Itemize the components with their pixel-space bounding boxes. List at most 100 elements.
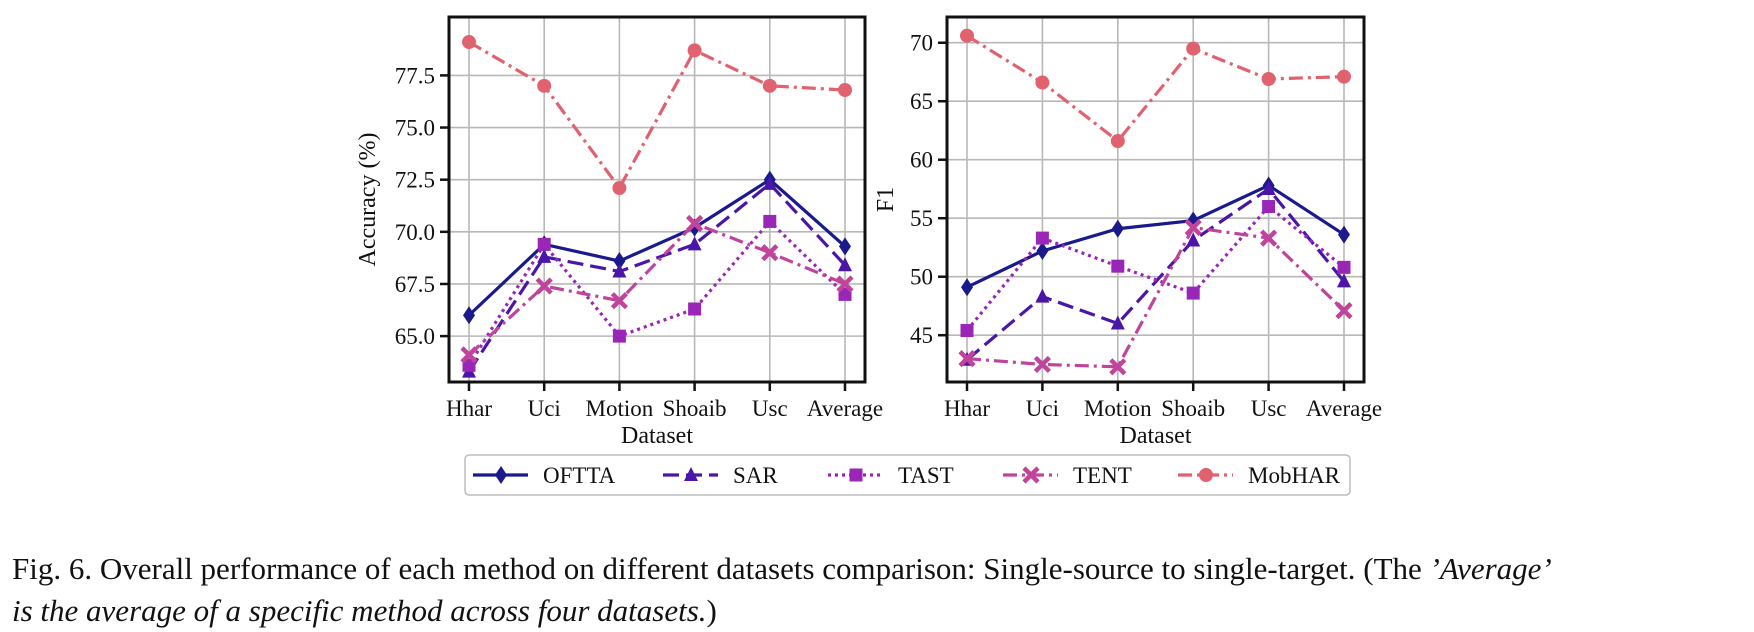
accuracy-point-mobhar bbox=[462, 35, 476, 50]
f1-point-sar bbox=[1337, 273, 1351, 288]
f1-point-mobhar bbox=[1110, 134, 1125, 149]
f1-ytick-label: 65 bbox=[910, 89, 933, 114]
accuracy-point-sar bbox=[838, 257, 852, 272]
f1-point-tent bbox=[1260, 229, 1278, 247]
accuracy-ytick-label: 67.5 bbox=[395, 272, 435, 297]
accuracy-series-line-sar bbox=[467, 181, 847, 373]
f1-point-oftta bbox=[961, 278, 973, 297]
accuracy-y-axis-title: Accuracy (%) bbox=[355, 133, 381, 267]
accuracy-point-tast bbox=[763, 214, 777, 228]
accuracy-point-tast bbox=[688, 302, 702, 316]
f1-series-line-tast bbox=[965, 204, 1346, 332]
f1-ytick-label: 50 bbox=[910, 265, 933, 290]
accuracy-point-tast bbox=[612, 329, 626, 343]
accuracy-chart: 65.0 67.5 70.0 72.5 75.0 77.5 Hhar Uci Motion Sho… bbox=[355, 15, 883, 449]
f1-point-tent bbox=[958, 350, 976, 368]
f1-series-line-oftta bbox=[966, 183, 1345, 289]
legend-label-tent: TENT bbox=[1073, 463, 1132, 488]
accuracy-point-oftta bbox=[839, 237, 851, 256]
accuracy-point-sar bbox=[612, 263, 627, 278]
f1-point-mobhar bbox=[1261, 72, 1276, 87]
legend-label-mobhar: MobHAR bbox=[1248, 463, 1341, 488]
accuracy-ytick-label: 72.5 bbox=[395, 168, 435, 193]
f1-xtick-label: Average bbox=[1306, 396, 1382, 421]
accuracy-point-tent bbox=[686, 214, 704, 233]
accuracy-point-tent bbox=[535, 277, 553, 295]
f1-ytick-label: 60 bbox=[910, 148, 933, 173]
f1-point-sar bbox=[1186, 232, 1201, 247]
accuracy-point-tent bbox=[610, 292, 628, 310]
f1-point-mobhar bbox=[1337, 69, 1351, 84]
accuracy-xtick-label: Shoaib bbox=[663, 396, 727, 421]
accuracy-point-sar bbox=[687, 236, 702, 251]
f1-xtick-label: Shoaib bbox=[1161, 396, 1225, 421]
f1-point-tent bbox=[1109, 358, 1127, 376]
accuracy-point-tast bbox=[537, 237, 551, 251]
f1-point-tent bbox=[1184, 218, 1202, 237]
accuracy-point-tent bbox=[460, 346, 478, 364]
legend-label-sar: SAR bbox=[733, 463, 778, 488]
caption-text: Fig. 6. Overall performance of each meth… bbox=[12, 551, 1430, 586]
accuracy-point-sar bbox=[537, 248, 552, 263]
accuracy-series-line-oftta bbox=[467, 177, 847, 317]
legend-marker-mobhar bbox=[1199, 468, 1213, 482]
accuracy-point-mobhar bbox=[687, 43, 702, 58]
f1-point-mobhar bbox=[1186, 41, 1201, 56]
f1-ytick-label: 45 bbox=[910, 323, 933, 348]
accuracy-plot-frame bbox=[447, 15, 867, 384]
f1-point-oftta bbox=[1338, 225, 1350, 244]
f1-point-tast bbox=[1035, 231, 1049, 245]
accuracy-point-sar bbox=[762, 175, 777, 190]
accuracy-xtick-label: Hhar bbox=[446, 396, 492, 421]
f1-point-tent bbox=[1033, 355, 1051, 374]
accuracy-series-line-mobhar bbox=[468, 40, 846, 191]
caption-italic-text: is the average of a specific method acro… bbox=[12, 593, 707, 628]
accuracy-point-tast bbox=[838, 287, 852, 301]
legend-marker-tast bbox=[849, 468, 863, 482]
f1-point-tast bbox=[1337, 260, 1351, 274]
f1-xtick-label: Hhar bbox=[944, 396, 990, 421]
legend-marker-tent bbox=[1022, 466, 1040, 484]
f1-chart: 45 50 55 60 65 70 Hhar Uci Motion Shoaib Usc Averag… bbox=[873, 15, 1382, 449]
f1-point-sar bbox=[1035, 288, 1050, 303]
legend-marker-sar bbox=[684, 467, 698, 481]
f1-series-line-mobhar bbox=[966, 34, 1345, 144]
f1-ytick-label: 55 bbox=[910, 206, 933, 231]
accuracy-ytick-label: 70.0 bbox=[395, 220, 435, 245]
accuracy-point-tent bbox=[761, 244, 779, 262]
accuracy-xtick-label: Motion bbox=[586, 396, 654, 421]
f1-point-tast bbox=[1111, 259, 1125, 273]
f1-series-line-tent bbox=[966, 225, 1346, 369]
legend: OFTTA SAR TAST TENT MobHAR bbox=[464, 454, 1351, 496]
accuracy-xtick-label: Uci bbox=[528, 396, 561, 421]
accuracy-series-line-tent bbox=[467, 221, 846, 357]
legend-label-tast: TAST bbox=[898, 463, 954, 488]
accuracy-ytick-label: 65.0 bbox=[395, 324, 435, 349]
legend-marker-oftta bbox=[495, 466, 507, 484]
f1-point-mobhar bbox=[1035, 75, 1050, 90]
accuracy-ytick-label: 77.5 bbox=[395, 63, 435, 88]
accuracy-xtick-label: Average bbox=[807, 396, 883, 421]
accuracy-point-oftta bbox=[463, 306, 475, 325]
f1-point-tast bbox=[1186, 286, 1200, 300]
accuracy-point-tast bbox=[462, 358, 476, 372]
f1-xtick-label: Uci bbox=[1026, 396, 1059, 421]
accuracy-point-mobhar bbox=[612, 181, 627, 196]
accuracy-point-mobhar bbox=[838, 83, 852, 97]
legend-label-oftta: OFTTA bbox=[543, 463, 616, 488]
f1-xtick-label: Usc bbox=[1251, 396, 1287, 421]
caption-italic-average: ’Average’ bbox=[1429, 551, 1552, 586]
f1-point-tast bbox=[1262, 200, 1276, 214]
f1-x-axis-title: Dataset bbox=[1120, 423, 1192, 449]
accuracy-point-mobhar bbox=[762, 78, 777, 93]
f1-series-line-sar bbox=[965, 186, 1346, 361]
f1-point-mobhar bbox=[960, 28, 974, 43]
accuracy-x-axis-title: Dataset bbox=[621, 423, 693, 449]
legend-box bbox=[464, 454, 1351, 496]
f1-ytick-label: 70 bbox=[910, 31, 933, 56]
figure-caption: Fig. 6. Overall performance of each meth… bbox=[12, 548, 1747, 632]
accuracy-series-line-tast bbox=[467, 219, 847, 367]
f1-xtick-label: Motion bbox=[1084, 396, 1152, 421]
f1-plot-frame bbox=[945, 15, 1366, 384]
